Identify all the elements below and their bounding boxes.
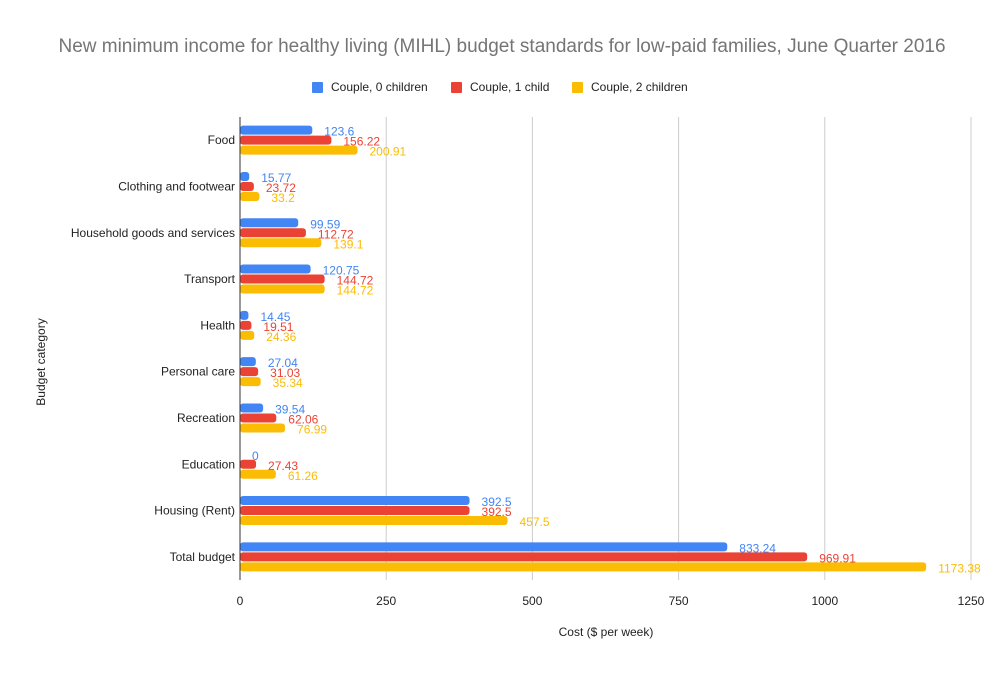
bar [240,181,254,191]
bar [240,413,277,423]
bar [240,274,325,284]
data-label: 14.45 [260,310,290,324]
data-label: 139.1 [333,237,363,251]
tick-labels: 0 250 500 750 1000 1250 [237,594,985,608]
data-label: 19.51 [263,320,293,334]
data-label: 969.91 [819,551,856,565]
data-label: 62.06 [288,412,318,426]
x-tick-label: 1000 [811,594,838,608]
bar [240,238,322,248]
data-label: 200.91 [369,145,406,159]
category-label: Housing (Rent) [154,504,235,518]
data-label: 123.6 [324,125,354,139]
bar [240,264,311,274]
data-label: 156.22 [343,135,380,149]
bar [240,284,325,294]
bar [240,516,508,526]
chart-title: New minimum income for healthy living (M… [58,36,945,57]
x-tick-label: 250 [376,594,396,608]
data-label: 15.77 [261,171,291,185]
bar [240,191,260,201]
data-label: 61.26 [288,469,318,483]
bar [240,145,358,155]
data-label: 457.5 [520,515,550,529]
category-label: Food [208,133,235,147]
bar [240,367,259,377]
x-tick-label: 750 [669,594,689,608]
bar [240,320,252,330]
category-labels: Food Clothing and footwear Household goods… [71,133,236,564]
data-label: 1173.38 [938,561,981,575]
data-label: 33.2 [271,191,295,205]
bar [240,171,250,181]
x-tick-label: 0 [237,594,244,608]
gridlines [385,117,972,580]
data-label: 35.34 [273,376,303,390]
bar [240,423,286,433]
data-label: 39.54 [275,402,305,416]
data-label: 0 [252,449,259,463]
bar [240,357,256,367]
bar [240,330,255,340]
category-label: Household goods and services [71,226,235,240]
data-label: 833.24 [739,541,776,555]
data-label: 24.36 [266,330,296,344]
x-axis-title: Cost ($ per week) [559,625,654,639]
bar [240,310,249,320]
bar [240,403,264,413]
legend-label: Couple, 1 child [470,80,549,94]
data-label: 23.72 [266,181,296,195]
data-label: 392.5 [482,495,512,509]
category-label: Transport [184,272,236,286]
bars [240,125,927,572]
data-label: 392.5 [482,505,512,519]
category-label: Education [182,457,235,471]
data-label: 120.75 [323,264,360,278]
category-label: Recreation [177,411,235,425]
bar [240,506,470,516]
bar [240,218,299,228]
legend-label: Couple, 0 children [331,80,428,94]
bar [240,377,261,387]
data-label: 144.72 [337,284,374,298]
bar [240,125,313,135]
legend-swatch [451,82,462,93]
category-label: Personal care [161,365,235,379]
x-tick-label: 1250 [958,594,985,608]
legend-swatch [312,82,323,93]
bar [240,228,306,238]
category-label: Health [200,318,235,332]
y-axis-title: Budget category [34,318,48,405]
category-label: Total budget [170,550,236,564]
x-tick-label: 500 [522,594,542,608]
data-label: 76.99 [297,422,327,436]
data-label: 99.59 [310,217,340,231]
legend-label: Couple, 2 children [591,80,688,94]
bar [240,562,927,572]
bar [240,552,808,562]
bar [240,496,470,506]
data-label: 27.04 [268,356,298,370]
bar [240,542,728,552]
bar [240,135,332,145]
category-label: Clothing and footwear [118,179,235,193]
data-label: 144.72 [337,274,374,288]
data-label: 27.43 [268,459,298,473]
data-label: 112.72 [318,227,354,241]
data-label: 31.03 [270,366,300,380]
bar [240,459,257,469]
legend: Couple, 0 children Couple, 1 child Couple,… [312,80,688,94]
legend-swatch [572,82,583,93]
bar [240,469,276,479]
